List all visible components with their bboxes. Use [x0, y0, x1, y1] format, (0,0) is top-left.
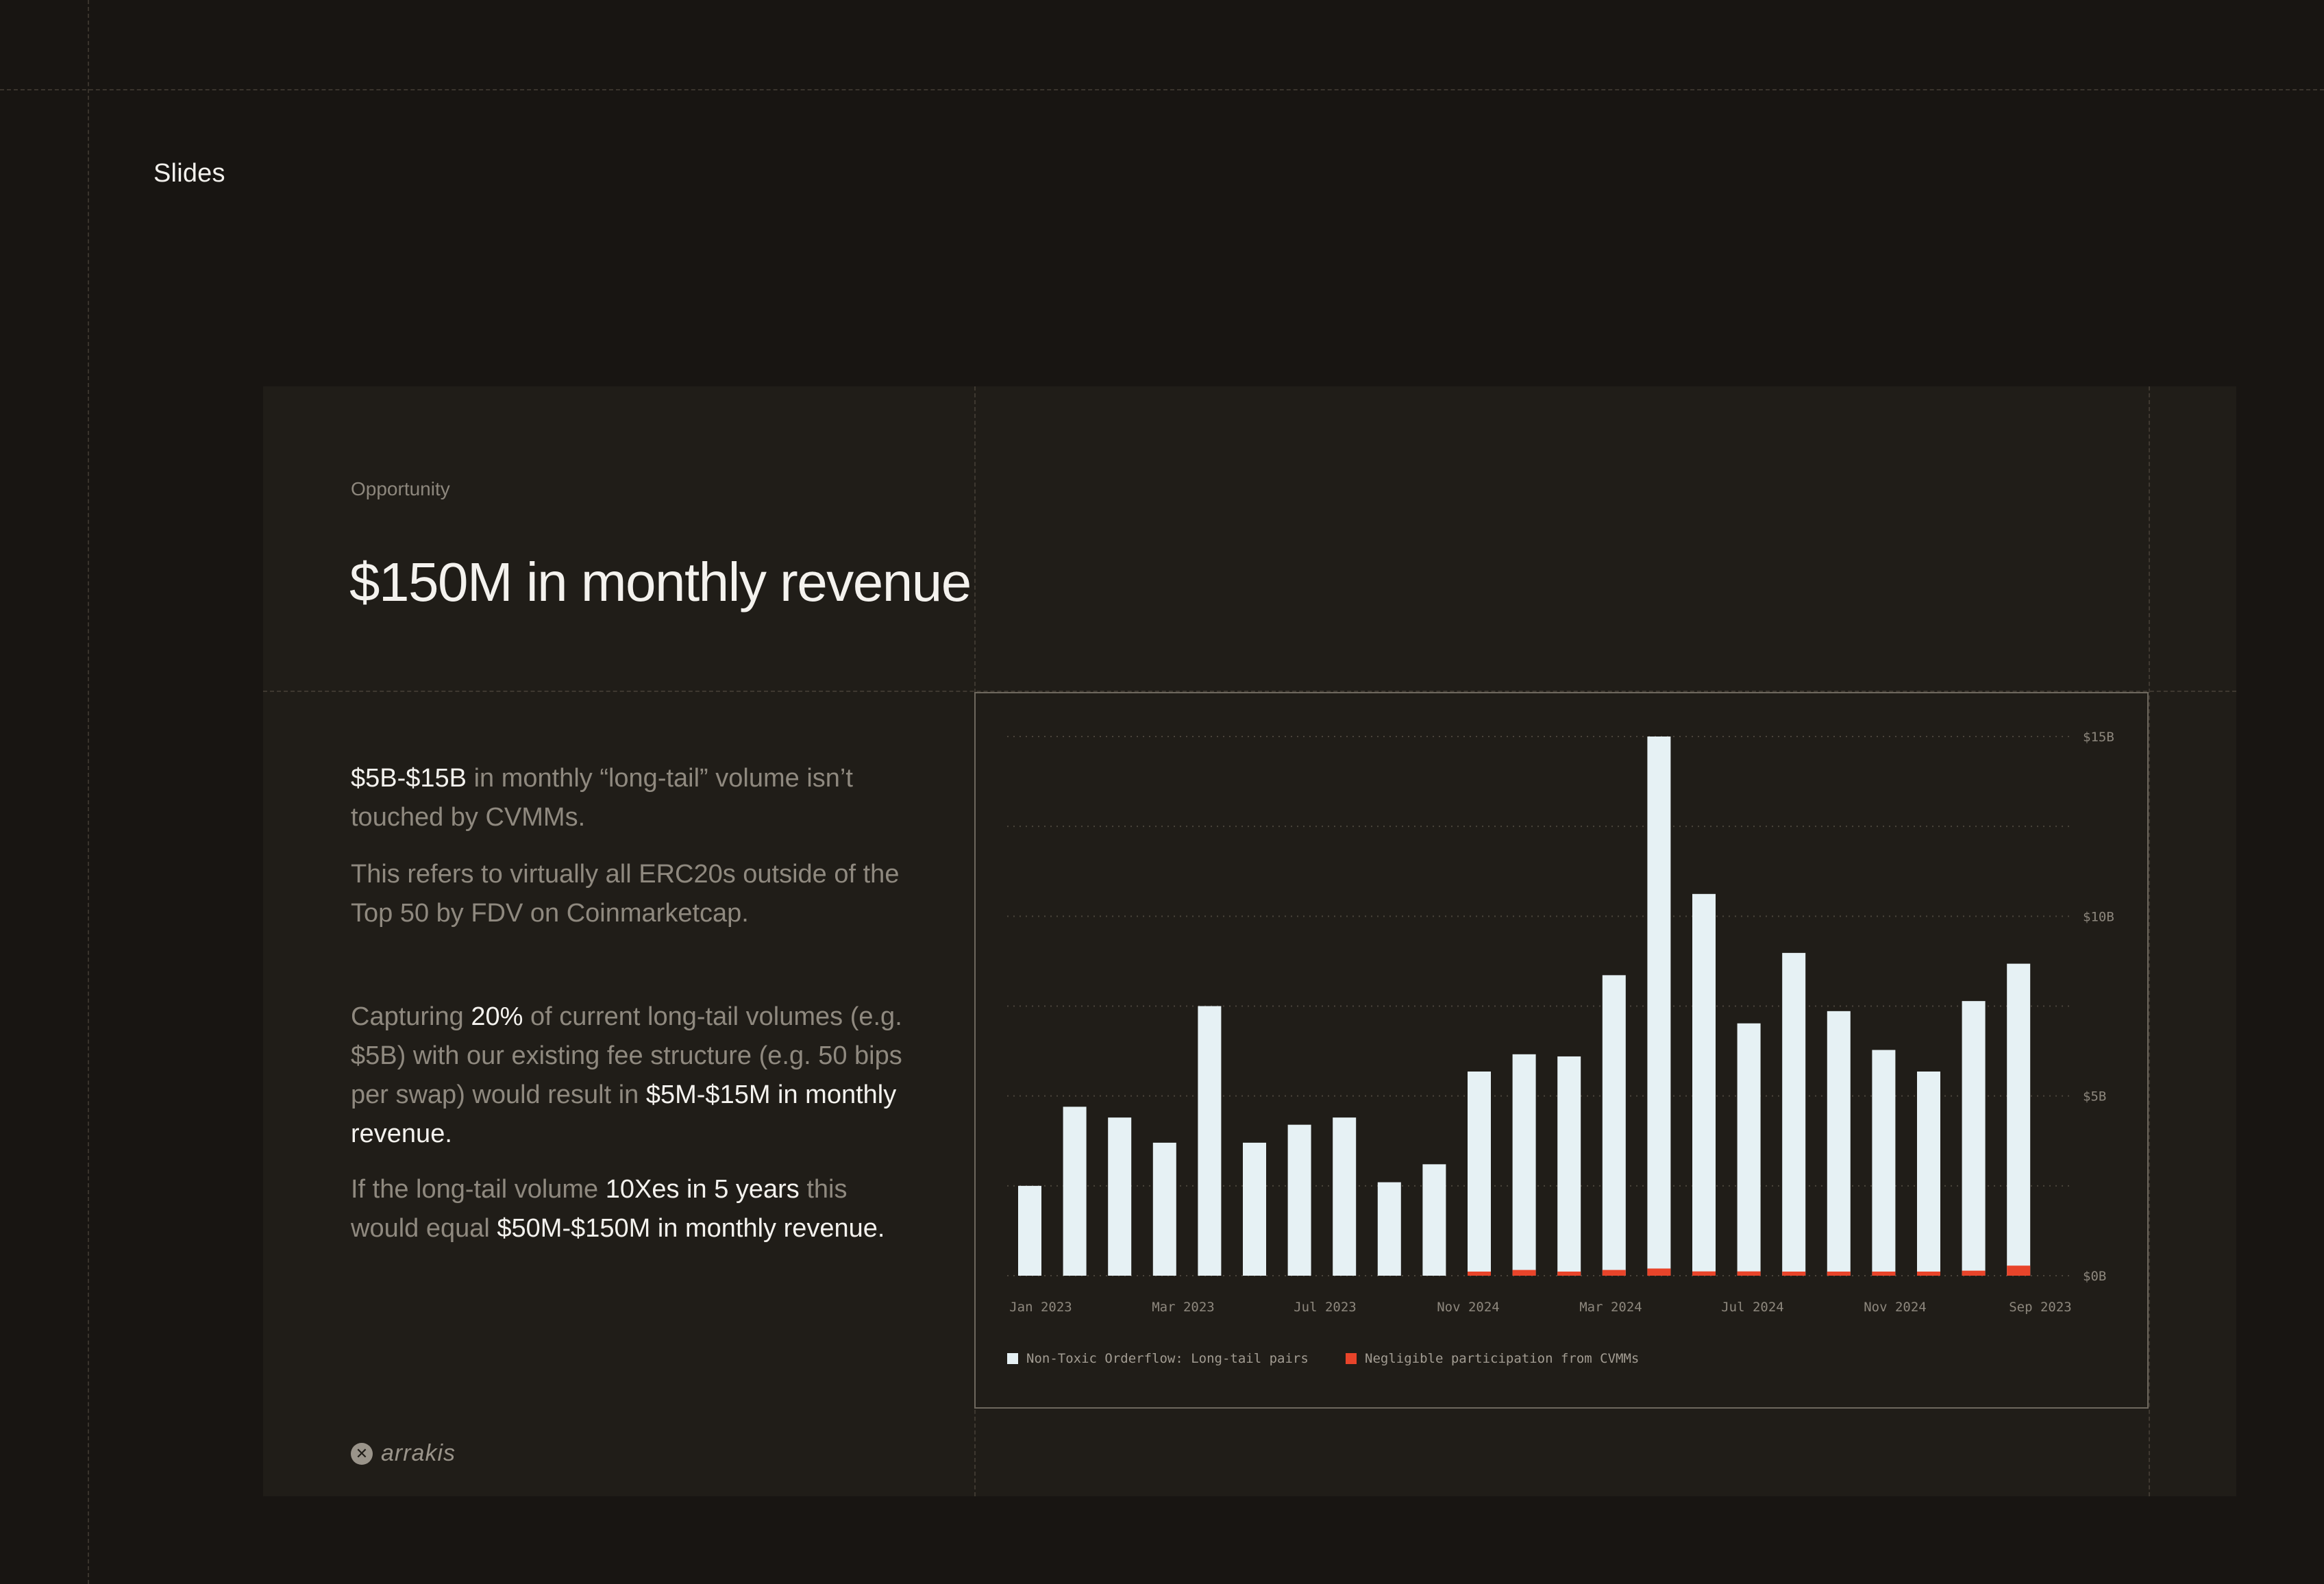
page-label: Slides	[153, 159, 225, 188]
paragraph-4: If the long-tail volume 10Xes in 5 years…	[351, 1170, 913, 1248]
x-tick-label: Nov 2024	[1437, 1300, 1500, 1315]
bar-non-toxic	[1917, 1071, 1940, 1276]
slide: Opportunity $150M in monthly revenue $5B…	[263, 386, 2236, 1496]
page-guide-left	[88, 0, 89, 1584]
bar-cvmm	[1468, 1272, 1491, 1276]
bar-non-toxic	[1782, 952, 1806, 1276]
slide-eyebrow: Opportunity	[351, 478, 450, 499]
x-tick-label: Sep 2023	[2009, 1300, 2072, 1315]
x-tick-label: Mar 2024	[1579, 1300, 1642, 1315]
legend-label-non-toxic: Non-Toxic Orderflow: Long-tail pairs	[1026, 1351, 1309, 1366]
x-circle-icon: ✕	[351, 1442, 373, 1465]
paragraph-3: Capturing 20% of current long-tail volum…	[351, 998, 913, 1154]
bar-cvmm	[1962, 1270, 1986, 1276]
bar-non-toxic	[1108, 1117, 1132, 1276]
arrakis-logo: ✕ arrakis	[351, 1440, 456, 1467]
para4-highlight-1: 10Xes in 5 years	[605, 1175, 800, 1204]
bar-non-toxic	[1512, 1054, 1536, 1276]
slide-guide-v-right	[2149, 386, 2150, 1496]
y-tick-label: $0B	[2083, 1269, 2106, 1284]
para3-text-1: Capturing	[351, 1002, 471, 1031]
bar-non-toxic	[1468, 1071, 1491, 1276]
bar-non-toxic	[1872, 1050, 1896, 1276]
bar-cvmm	[1557, 1272, 1581, 1276]
bar-non-toxic	[1152, 1142, 1176, 1276]
bar-non-toxic	[1287, 1124, 1311, 1276]
para4-text-1: If the long-tail volume	[351, 1175, 606, 1204]
bar-non-toxic	[1962, 1001, 1986, 1276]
bar-non-toxic	[1422, 1164, 1446, 1276]
slide-title: $150M in monthly revenue	[349, 552, 972, 612]
slide-guide-h	[263, 691, 2236, 692]
bar-non-toxic	[1602, 975, 1626, 1276]
bar-cvmm	[1512, 1270, 1536, 1276]
bar-cvmm	[1917, 1272, 1940, 1276]
legend-label-cvmm: Negligible participation from CVMMs	[1365, 1351, 1640, 1366]
legend-swatch-cvmm	[1346, 1353, 1357, 1364]
bar-non-toxic	[1377, 1182, 1401, 1276]
para2-text: This refers to virtually all ERC20s outs…	[351, 860, 900, 928]
para1-highlight: $5B-$15B	[351, 764, 467, 793]
paragraph-2: This refers to virtually all ERC20s outs…	[351, 855, 913, 933]
bar-non-toxic	[1827, 1011, 1851, 1276]
chart-frame	[974, 692, 2149, 1409]
y-tick-label: $10B	[2083, 909, 2114, 924]
logo-text: arrakis	[381, 1440, 456, 1466]
bar-non-toxic	[1243, 1142, 1266, 1276]
bar-non-toxic	[1557, 1056, 1581, 1276]
para1-text: in monthly “long-tail” volume isn’t touc…	[351, 764, 853, 832]
y-tick-label: $5B	[2083, 1089, 2106, 1104]
paragraph-1: $5B-$15B in monthly “long-tail” volume i…	[351, 759, 913, 837]
bar-non-toxic	[1063, 1106, 1087, 1276]
bar-cvmm	[1602, 1270, 1626, 1276]
para3-highlight-1: 20%	[471, 1002, 523, 1031]
bar-non-toxic	[1737, 1023, 1761, 1276]
para3-text-2: of current long-tail volumes (e.g. $5B) …	[351, 1002, 902, 1109]
bar-cvmm	[1692, 1271, 1716, 1276]
bar-chart: $0B $5B $10B $15B Jan 2023 Mar 2023 Jul 2023 No…	[1007, 730, 2114, 1315]
x-tick-label: Mar 2023	[1152, 1300, 1215, 1315]
bar-cvmm	[1827, 1272, 1851, 1276]
para3-highlight-2: $5M-$15M in monthly revenue.	[351, 1080, 897, 1148]
x-tick-label: Jul 2024	[1721, 1300, 1784, 1315]
y-tick-label: $15B	[2083, 730, 2114, 745]
bar-cvmm	[1872, 1272, 1896, 1276]
bar-non-toxic	[2007, 963, 2031, 1276]
para4-highlight-2: $50M-$150M in monthly revenue.	[497, 1214, 885, 1243]
para4-text-2: this would equal	[351, 1175, 848, 1243]
x-tick-label: Jul 2023	[1294, 1300, 1357, 1315]
x-tick-label: Jan 2023	[1009, 1300, 1072, 1315]
bar-non-toxic	[1198, 1006, 1222, 1276]
bar-non-toxic	[1018, 1185, 1041, 1276]
bar-cvmm	[1782, 1272, 1806, 1276]
page-guide-top	[0, 89, 2324, 90]
x-tick-label: Nov 2024	[1864, 1300, 1927, 1315]
legend-item-cvmm: Negligible participation from CVMMs	[1346, 1351, 1639, 1366]
bar-cvmm	[1737, 1271, 1761, 1276]
legend-item-non-toxic: Non-Toxic Orderflow: Long-tail pairs	[1007, 1351, 1309, 1366]
legend-swatch-non-toxic	[1007, 1353, 1018, 1364]
bar-cvmm	[2007, 1265, 2031, 1276]
bar-non-toxic	[1647, 737, 1671, 1276]
bar-non-toxic	[1692, 893, 1716, 1276]
bar-cvmm	[1647, 1268, 1671, 1276]
bar-non-toxic	[1333, 1117, 1357, 1276]
